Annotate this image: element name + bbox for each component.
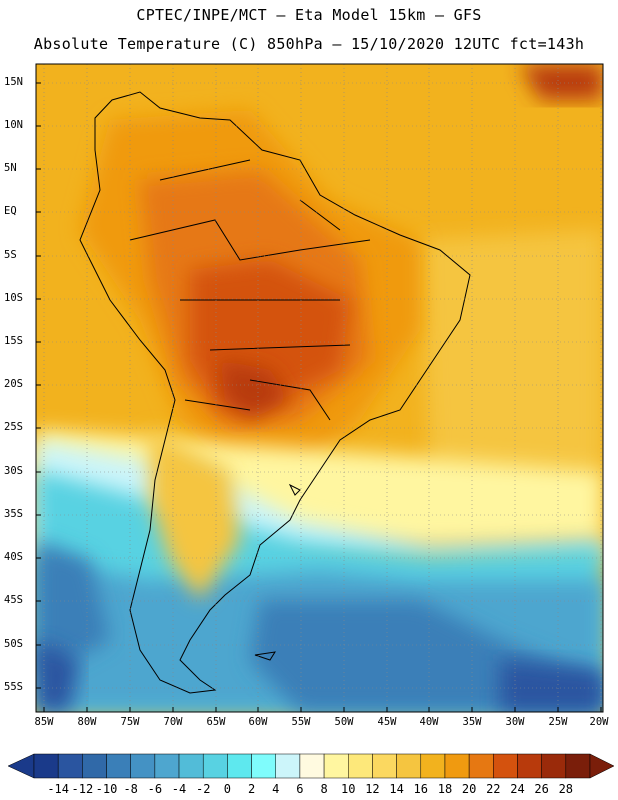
colorbar-label: 18 bbox=[437, 782, 453, 796]
colorbar-max-arrow bbox=[589, 753, 615, 779]
colorbar-swatch bbox=[444, 753, 470, 779]
lat-label: 20S bbox=[4, 378, 23, 390]
lat-label: 45S bbox=[4, 594, 23, 606]
colorbar-label: 28 bbox=[558, 782, 574, 796]
colorbar-swatch bbox=[106, 753, 131, 779]
lon-label: 85W bbox=[34, 716, 54, 728]
lon-label: 45W bbox=[377, 716, 397, 728]
lat-label: 5N bbox=[4, 162, 17, 174]
colorbar-swatch bbox=[541, 753, 567, 779]
colorbar bbox=[7, 753, 615, 779]
colorbar-label: 4 bbox=[272, 782, 280, 796]
lon-label: 65W bbox=[206, 716, 226, 728]
lon-label: 40W bbox=[419, 716, 439, 728]
colorbar-label: -14 bbox=[47, 782, 70, 796]
map-title-line1: CPTEC/INPE/MCT – Eta Model 15km – GFS bbox=[136, 6, 482, 24]
coastline bbox=[79, 91, 471, 694]
graticule bbox=[36, 64, 603, 712]
axis-ticks bbox=[36, 82, 602, 712]
colorbar-swatch bbox=[323, 753, 349, 779]
lon-label: 60W bbox=[248, 716, 268, 728]
colorbar-label: 26 bbox=[534, 782, 549, 796]
lat-label: EQ bbox=[4, 205, 17, 217]
colorbar-label: 24 bbox=[510, 782, 525, 796]
lat-label: 10S bbox=[4, 292, 23, 304]
colorbar-label: -4 bbox=[171, 782, 187, 796]
colorbar-swatch bbox=[154, 753, 180, 779]
colorbar-label: 10 bbox=[341, 782, 356, 796]
lat-label: 50S bbox=[4, 638, 23, 650]
colorbar-label: -6 bbox=[147, 782, 163, 796]
temperature-field bbox=[36, 64, 603, 712]
lat-label: 15S bbox=[4, 335, 23, 347]
lon-label: 30W bbox=[505, 716, 525, 728]
colorbar-label: 20 bbox=[461, 782, 477, 796]
colorbar-swatch bbox=[178, 753, 204, 779]
lon-label: 20W bbox=[589, 716, 609, 728]
lat-label: 55S bbox=[4, 681, 23, 693]
colorbar-swatch bbox=[396, 753, 422, 779]
lon-label: 55W bbox=[291, 716, 311, 728]
lon-label: 80W bbox=[77, 716, 97, 728]
colorbar-label: 12 bbox=[365, 782, 380, 796]
colorbar-swatch bbox=[420, 753, 446, 779]
colorbar-swatch bbox=[33, 753, 59, 779]
colorbar-swatch bbox=[372, 753, 397, 779]
colorbar-swatch bbox=[82, 753, 107, 779]
colorbar-label: 16 bbox=[413, 782, 428, 796]
colorbar-swatch bbox=[227, 753, 252, 779]
colorbar-label: -10 bbox=[95, 782, 118, 796]
lat-label: 30S bbox=[4, 465, 23, 477]
colorbar-label: -12 bbox=[71, 782, 94, 796]
colorbar-label: 0 bbox=[223, 782, 231, 796]
colorbar-swatch bbox=[517, 753, 542, 779]
colorbar-label: 2 bbox=[247, 782, 256, 796]
colorbar-min-arrow bbox=[7, 753, 35, 779]
colorbar-label: -2 bbox=[195, 782, 211, 796]
colorbar-label: 14 bbox=[389, 782, 404, 796]
lat-label: 15N bbox=[4, 76, 23, 88]
colorbar-label: 22 bbox=[486, 782, 501, 796]
colorbar-swatch bbox=[565, 753, 591, 779]
lat-label: 5S bbox=[4, 249, 17, 261]
colorbar-swatch bbox=[275, 753, 301, 779]
colorbar-swatch bbox=[202, 753, 228, 779]
colorbar-label: 6 bbox=[296, 782, 304, 796]
colorbar-label: -8 bbox=[123, 782, 138, 796]
map-frame bbox=[35, 63, 604, 713]
lat-label: 40S bbox=[4, 551, 23, 563]
lon-label: 70W bbox=[163, 716, 183, 728]
colorbar-swatch bbox=[299, 753, 325, 779]
map-title-line2: Absolute Temperature (C) 850hPa – 15/10/… bbox=[33, 35, 585, 53]
colorbar-swatch bbox=[493, 753, 518, 779]
lat-label: 25S bbox=[4, 421, 23, 433]
colorbar-label: 8 bbox=[320, 782, 328, 796]
colorbar-swatch bbox=[468, 753, 494, 779]
colorbar-swatch bbox=[251, 753, 276, 779]
lon-label: 35W bbox=[462, 716, 482, 728]
colorbar-swatch bbox=[348, 753, 373, 779]
lon-label: 50W bbox=[334, 716, 354, 728]
colorbar-swatch bbox=[57, 753, 83, 779]
lon-label: 75W bbox=[120, 716, 140, 728]
lat-label: 10N bbox=[4, 119, 23, 131]
colorbar-swatch bbox=[130, 753, 156, 779]
lon-label: 25W bbox=[548, 716, 568, 728]
lat-label: 35S bbox=[4, 508, 23, 520]
